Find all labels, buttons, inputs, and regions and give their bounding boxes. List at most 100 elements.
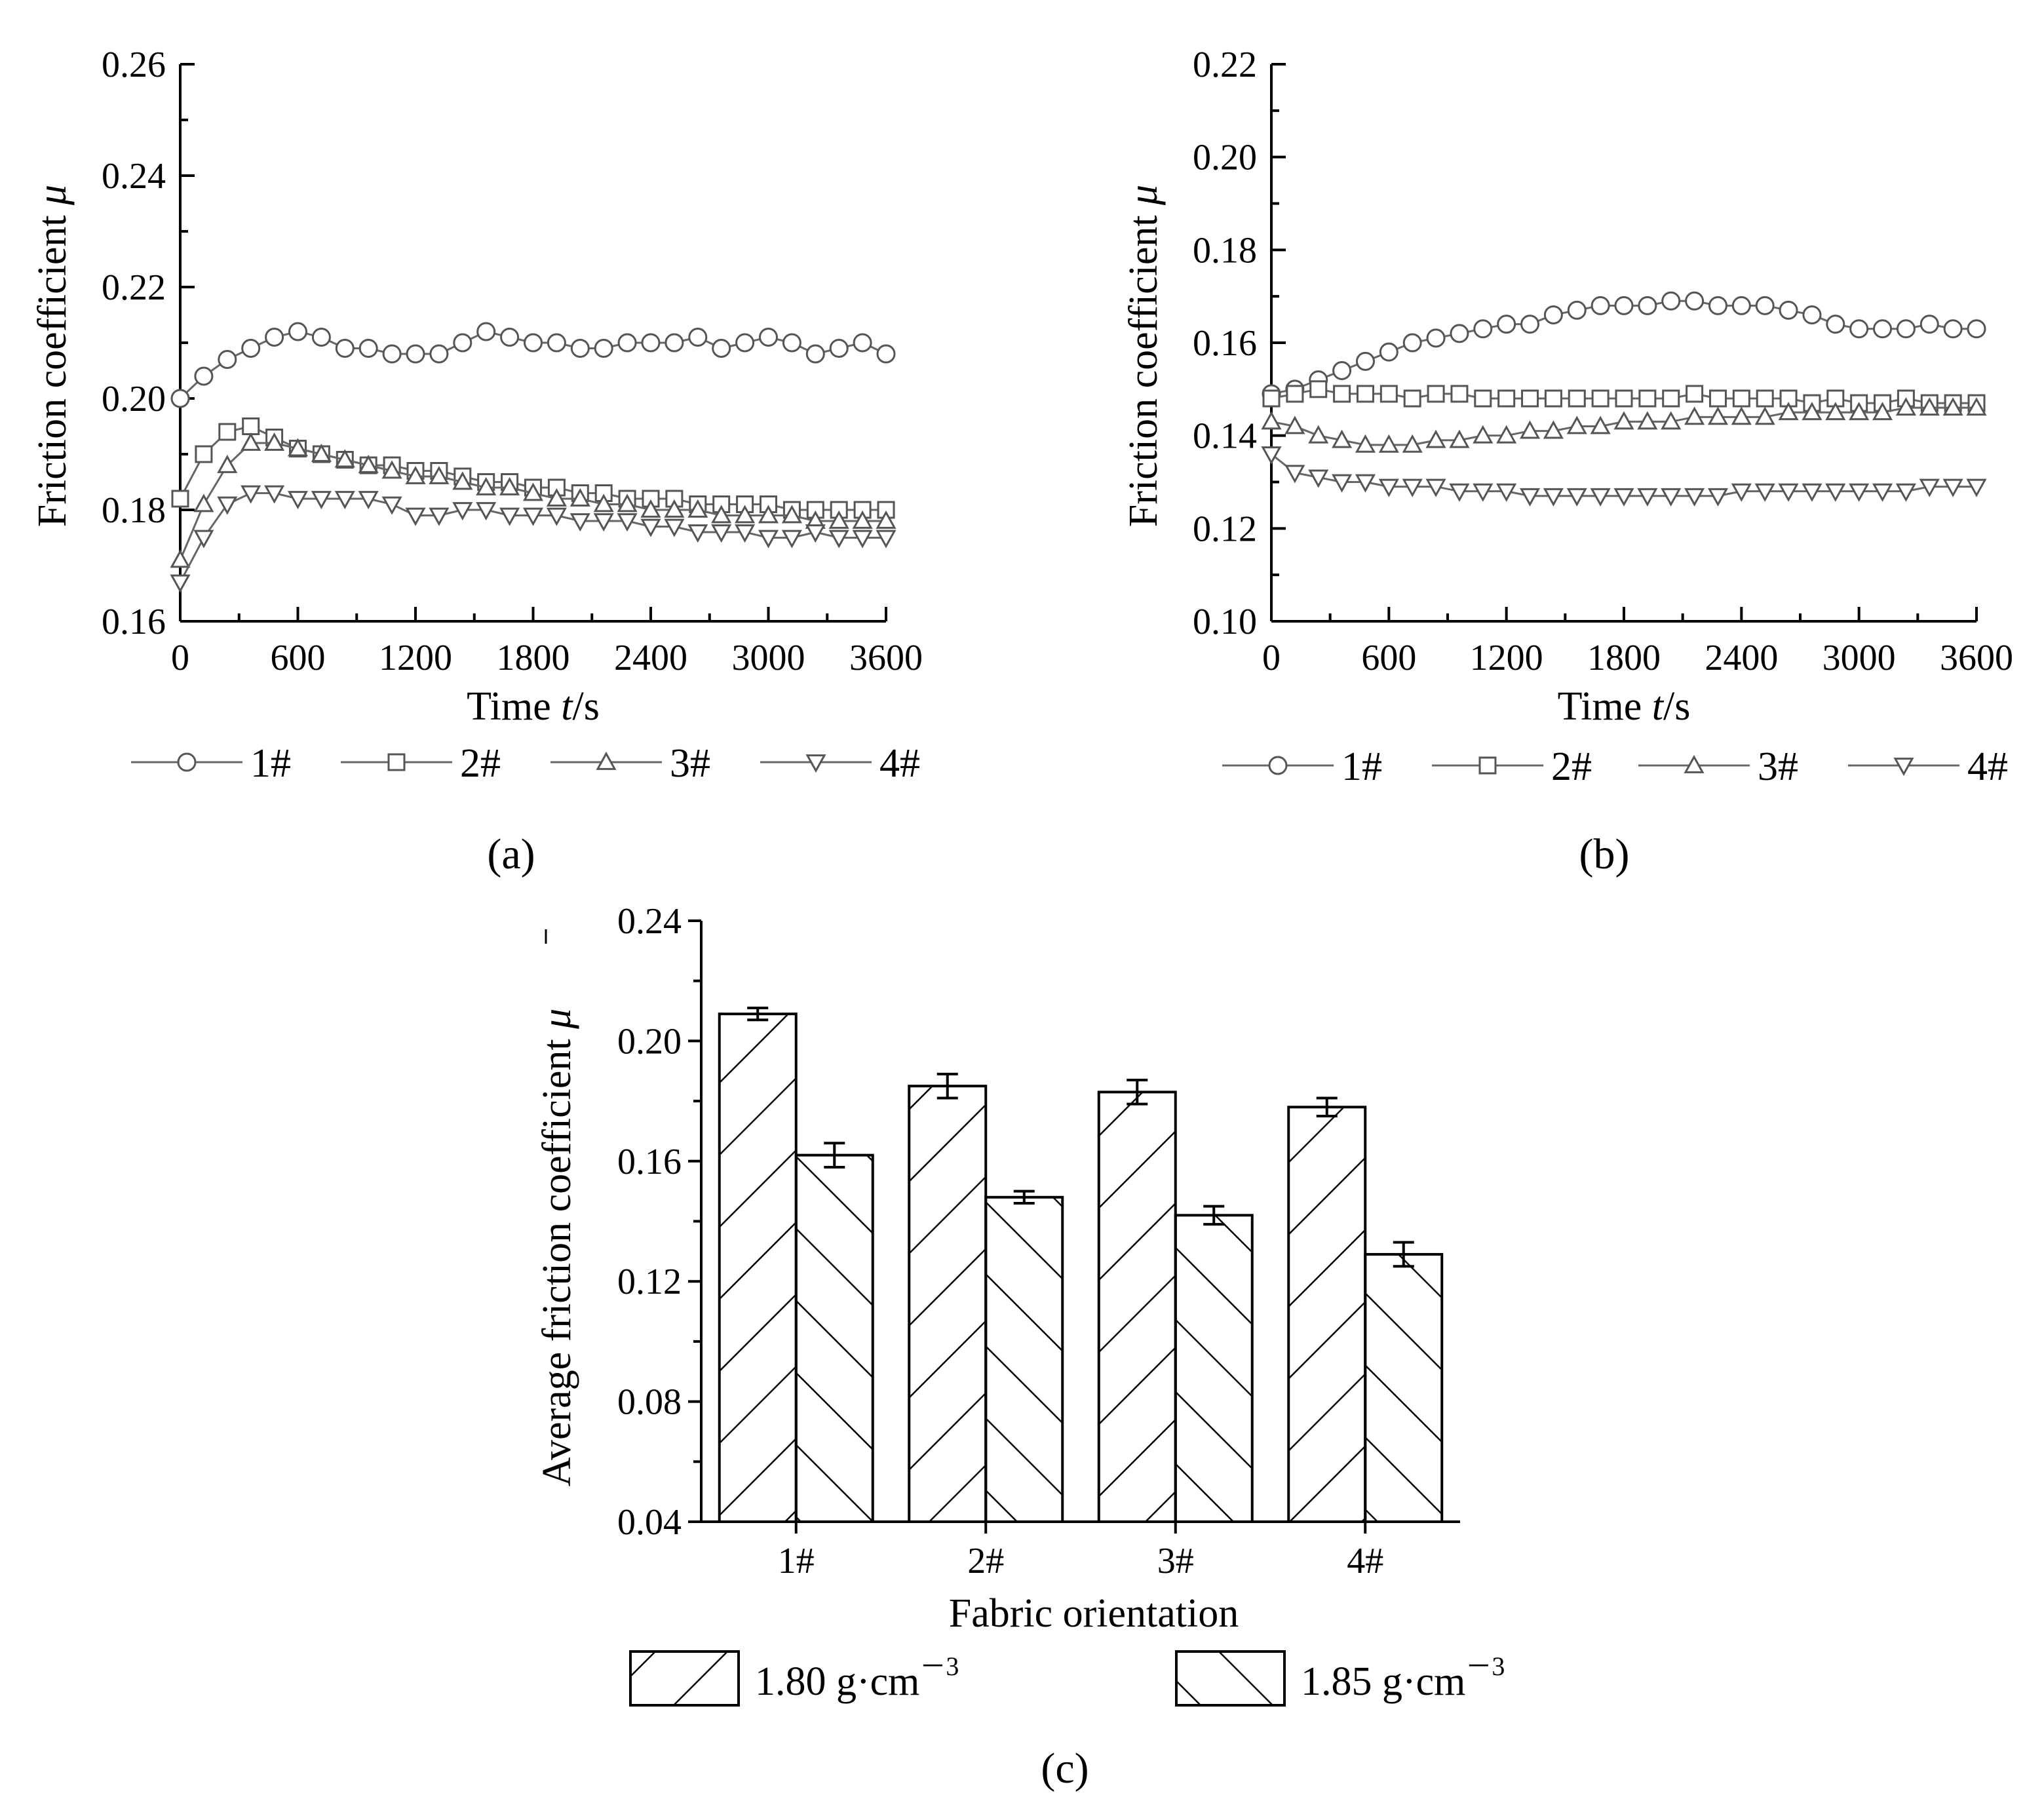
legend-marker: [387, 753, 406, 771]
data-point: [1262, 389, 1281, 408]
y-tick-label: 0.10: [1193, 602, 1257, 642]
data-point: [193, 493, 214, 512]
data-point: [288, 322, 307, 341]
legend-marker: [177, 752, 197, 772]
data-point: [1426, 328, 1446, 348]
data-point: [1732, 389, 1750, 408]
legend-marker: [805, 754, 826, 773]
data-point: [1942, 397, 1963, 416]
data-point: [358, 339, 378, 358]
data-point: [522, 507, 544, 526]
x-tick-label: 2#: [967, 1541, 1004, 1581]
data-point: [1919, 478, 1940, 497]
bar-180gcm-2#: [908, 1085, 988, 1524]
data-point: [1261, 411, 1282, 430]
data-point: [617, 513, 638, 532]
data-point: [1378, 478, 1399, 497]
data-point: [1332, 429, 1353, 448]
legend-label: 3#: [1758, 744, 1798, 789]
series-line: [179, 442, 886, 561]
data-point: [1308, 425, 1329, 444]
data-point: [241, 432, 261, 451]
data-point: [617, 333, 637, 353]
data-point: [640, 518, 661, 537]
data-point: [1591, 389, 1610, 408]
series-3#: [170, 432, 897, 568]
legend-marker: [596, 751, 617, 770]
data-point: [1425, 429, 1446, 448]
data-point: [429, 344, 449, 364]
x-tick-label: 3#: [1157, 1541, 1194, 1581]
series-4#: [170, 485, 897, 593]
data-point: [1497, 315, 1516, 334]
series-2#: [171, 417, 895, 519]
data-point: [1473, 425, 1494, 444]
data-point: [1284, 465, 1305, 484]
data-point: [1661, 488, 1682, 507]
x-tick-label: 3600: [1940, 638, 2013, 678]
data-point: [1802, 402, 1822, 421]
data-point: [241, 339, 261, 358]
data-point: [1402, 333, 1422, 353]
data-point: [452, 502, 473, 521]
x-axis-label: Time t/s: [467, 684, 600, 729]
data-point: [1286, 385, 1304, 403]
data-point: [1544, 389, 1562, 408]
data-point: [217, 496, 238, 515]
legend-marker: [1268, 756, 1288, 775]
data-point: [829, 339, 849, 358]
data-point: [782, 333, 801, 353]
panel-label: (a): [487, 830, 535, 878]
data-point: [170, 389, 190, 408]
data-point: [664, 499, 685, 518]
x-tick-label: 600: [1361, 638, 1416, 678]
data-point: [735, 333, 755, 353]
data-point: [1873, 319, 1893, 339]
data-point: [594, 339, 613, 358]
data-point: [1402, 434, 1423, 453]
legend-marker: [1478, 756, 1497, 775]
data-point: [1427, 385, 1445, 403]
legend-item-2#: 2#: [341, 741, 501, 786]
panel-a: 0.16 0.18 0.20 0.22 0.24 0.26 0 600 1200 1800 2400…: [30, 45, 923, 878]
data-point: [217, 454, 238, 473]
bar-185gcm-3#: [1174, 1214, 1254, 1523]
y-tick-label: 0.26: [102, 45, 166, 85]
data-point: [218, 350, 237, 369]
data-point: [1496, 483, 1517, 502]
data-point: [405, 507, 426, 526]
data-point: [1568, 389, 1586, 408]
data-point: [1778, 483, 1799, 502]
data-point: [1754, 406, 1775, 425]
data-point: [1825, 483, 1846, 502]
data-point: [1613, 411, 1634, 430]
data-point: [1825, 402, 1846, 421]
data-point: [1966, 478, 1987, 497]
data-point: [1519, 488, 1541, 507]
data-point: [311, 328, 331, 347]
y-tick-label: 0.16: [102, 602, 166, 642]
data-point: [1567, 300, 1587, 320]
data-point: [1308, 469, 1329, 488]
data-point: [711, 505, 732, 524]
data-point: [1497, 389, 1516, 408]
bar-180gcm-3#: [1097, 1091, 1177, 1523]
bar-185gcm-1#: [794, 1153, 874, 1523]
series-2#: [1262, 380, 1986, 412]
data-point: [1496, 425, 1517, 444]
data-point: [1755, 296, 1775, 315]
data-point: [570, 339, 590, 358]
data-point: [805, 524, 826, 543]
bar-180gcm-1#: [718, 1013, 798, 1523]
data-point: [264, 485, 285, 504]
data-point: [1613, 488, 1634, 507]
x-tick-label: 0: [171, 638, 189, 678]
data-point: [876, 344, 896, 364]
legend-item-3#: 3#: [550, 741, 710, 786]
y-tick-label: 0.08: [617, 1382, 682, 1423]
bar-185gcm-4#: [1364, 1252, 1444, 1524]
y-tick-label: 0.20: [617, 1021, 682, 1062]
data-point: [1332, 361, 1352, 380]
data-point: [1967, 319, 1986, 339]
